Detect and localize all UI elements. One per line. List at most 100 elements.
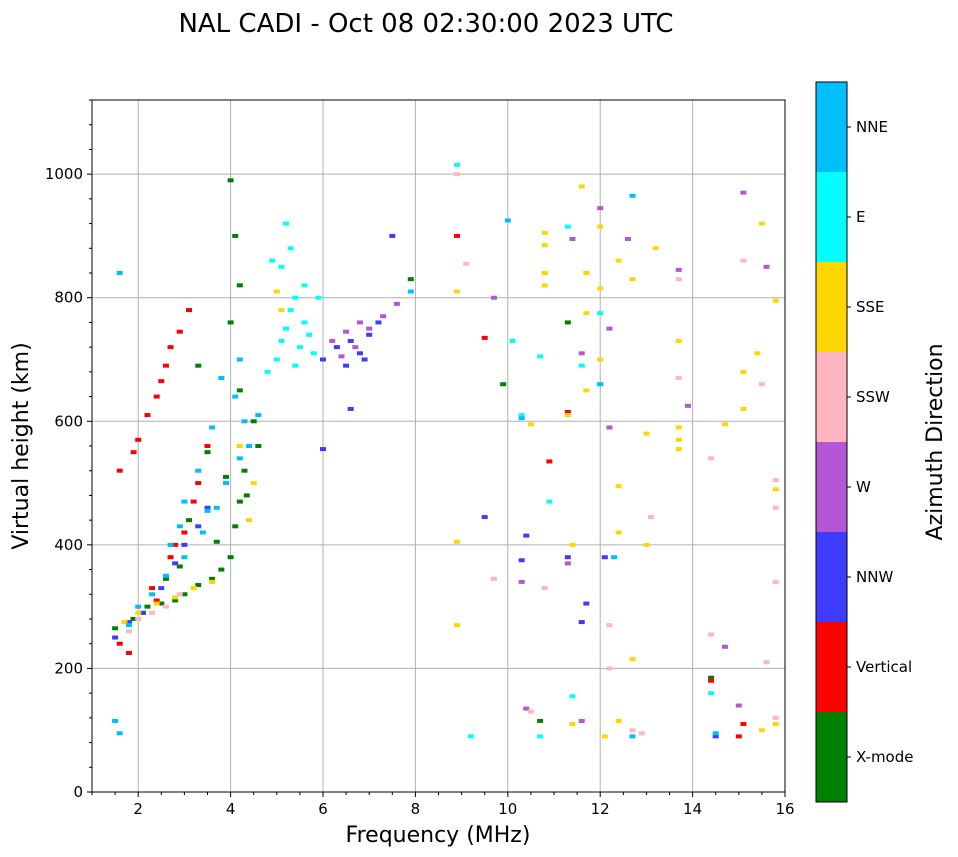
data-point: [500, 382, 507, 387]
data-point: [149, 592, 156, 597]
data-point: [453, 162, 460, 167]
data-point: [209, 425, 216, 430]
data-point: [601, 734, 608, 739]
data-point: [204, 444, 211, 448]
series-x-mode: [112, 178, 715, 723]
data-point: [172, 561, 179, 566]
x-tick-label: 4: [226, 800, 236, 818]
data-point: [338, 354, 345, 359]
data-point: [518, 413, 525, 418]
data-point: [287, 246, 294, 251]
data-point: [172, 595, 179, 600]
data-point: [407, 277, 414, 282]
data-point: [361, 357, 368, 362]
data-point: [735, 734, 742, 739]
data-point: [490, 576, 497, 581]
series-nne: [112, 193, 719, 739]
colorbar-segment: [816, 262, 847, 352]
data-point: [320, 357, 326, 362]
data-point: [453, 539, 460, 544]
data-point: [541, 243, 548, 248]
data-point: [541, 283, 548, 288]
data-point: [278, 264, 285, 269]
data-point: [315, 295, 322, 300]
data-point: [453, 289, 460, 294]
data-point: [758, 728, 765, 733]
data-point: [772, 722, 779, 727]
series-sse: [121, 184, 779, 739]
data-point: [708, 691, 715, 696]
data-point: [606, 326, 613, 331]
data-point: [527, 422, 534, 427]
y-axis-label: Virtual height (km): [9, 342, 34, 549]
data-point: [453, 233, 460, 238]
data-point: [648, 515, 655, 520]
data-point: [125, 629, 132, 634]
data-point: [167, 542, 174, 547]
data-point: [278, 338, 285, 343]
colorbar-label: E: [856, 208, 865, 226]
data-point: [125, 620, 132, 625]
colorbar-label: Vertical: [856, 658, 912, 676]
colorbar-title: Azimuth Direction: [923, 343, 948, 540]
data-point: [541, 586, 548, 591]
data-point: [287, 308, 294, 313]
data-point: [292, 295, 299, 300]
data-point: [708, 675, 715, 680]
data-point: [149, 586, 156, 591]
data-point: [195, 524, 202, 529]
data-point: [772, 477, 779, 482]
data-point: [209, 576, 216, 581]
data-point: [740, 190, 747, 195]
data-point: [195, 363, 202, 368]
data-point: [569, 237, 576, 242]
data-point: [721, 422, 728, 427]
x-tick-label: 10: [498, 800, 517, 818]
colorbar-label: X-mode: [856, 748, 913, 766]
data-point: [232, 394, 239, 399]
data-point: [537, 734, 544, 739]
data-point: [204, 508, 211, 513]
data-point: [615, 530, 622, 535]
data-point: [754, 351, 761, 356]
x-axis: 2 4 6 8 10 12 14 16: [91, 792, 795, 818]
data-point: [116, 641, 123, 646]
series-vertical: [116, 233, 747, 739]
data-point: [181, 499, 188, 504]
data-point: [758, 221, 765, 226]
data-point: [629, 193, 636, 198]
data-point: [144, 413, 151, 418]
data-point: [181, 592, 188, 597]
data-points: [112, 162, 779, 739]
data-point: [176, 524, 183, 529]
colorbar-label: NNE: [856, 118, 888, 136]
data-point: [541, 230, 548, 235]
data-point: [283, 326, 290, 331]
data-point: [292, 363, 299, 368]
data-point: [564, 413, 571, 418]
data-point: [481, 335, 488, 340]
data-point: [181, 555, 188, 560]
data-point: [176, 592, 183, 597]
data-point: [601, 555, 608, 560]
data-point: [356, 320, 363, 325]
data-point: [721, 644, 728, 649]
data-point: [675, 437, 682, 442]
data-point: [366, 326, 373, 331]
data-point: [232, 233, 239, 238]
data-point: [255, 413, 262, 418]
data-point: [504, 218, 511, 223]
data-point: [537, 354, 544, 359]
data-point: [518, 416, 525, 421]
data-point: [597, 357, 604, 362]
data-point: [541, 271, 548, 275]
data-point: [116, 468, 123, 473]
data-point: [162, 576, 169, 581]
data-point: [222, 481, 229, 486]
data-point: [181, 542, 188, 547]
data-point: [772, 298, 779, 303]
data-point: [130, 450, 137, 455]
data-point: [209, 579, 216, 584]
data-point: [606, 623, 613, 628]
colorbar-segment: [816, 532, 847, 622]
